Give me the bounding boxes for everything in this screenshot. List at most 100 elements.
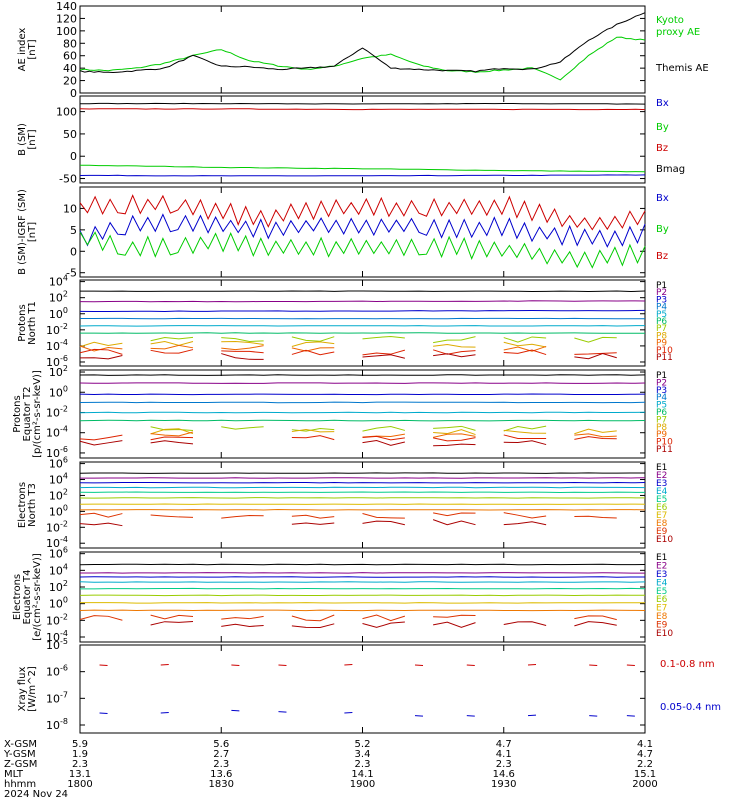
legend-entry: E3 <box>656 479 667 489</box>
series-pequator-P9 <box>150 431 617 438</box>
legend-entry: P6 <box>656 408 667 418</box>
legend-entry: E5 <box>656 587 667 597</box>
series-bsm-Bz <box>79 108 646 111</box>
y-tick-label: 10-4 <box>46 425 68 440</box>
series-segment <box>150 428 194 435</box>
series-bigrf-Bx <box>79 213 646 248</box>
ephemeris-value: 1800 <box>67 779 92 790</box>
series-line <box>79 374 646 376</box>
series-segment <box>432 519 476 526</box>
ephemeris-value: 4.7 <box>637 749 653 760</box>
series-bsm-By <box>79 164 646 173</box>
legend-entry: P4 <box>656 393 667 403</box>
y-axis-label: [nT] <box>27 39 38 59</box>
legend-entry: E9 <box>656 527 668 537</box>
legend-entry: P5 <box>656 310 667 320</box>
series-pequator-P1 <box>79 374 646 376</box>
ephemeris-value: 2.2 <box>637 759 653 770</box>
y-axis-label: Electrons <box>12 574 23 620</box>
y-tick-label: 10-2 <box>46 322 68 337</box>
legend-entry: E7 <box>656 511 667 521</box>
series-segment <box>291 435 335 441</box>
series-segment <box>291 336 335 342</box>
ephemeris-value: 2.3 <box>213 759 229 770</box>
series-bsm-Bx <box>79 174 646 177</box>
series-pnorth-P10 <box>79 348 617 356</box>
y-tick-label: 102 <box>49 290 68 305</box>
y-tick-label: 10-5 <box>46 637 68 652</box>
series-segment <box>221 515 264 519</box>
panel-frame <box>79 644 646 734</box>
y-tick-label: 106 <box>49 456 68 471</box>
ephemeris-value: 1830 <box>209 779 234 790</box>
y-axis-label: Protons <box>12 395 23 432</box>
series-xray-0-1-0-8-nm <box>99 664 635 666</box>
series-line <box>79 472 645 474</box>
series-enorth-E6 <box>79 497 646 499</box>
legend-entry: E6 <box>656 595 668 605</box>
y-axis-label: Equator T2 <box>22 387 33 442</box>
series-segment <box>291 522 335 525</box>
data-point <box>160 712 169 714</box>
series-pnorth-P3 <box>79 309 646 313</box>
series-pnorth-P9 <box>79 344 547 352</box>
series-line <box>79 609 646 612</box>
y-axis-label: [W/m^2] <box>27 666 38 712</box>
data-point <box>589 664 598 666</box>
series-pnorth-P11 <box>79 353 617 360</box>
series-segment <box>79 522 123 527</box>
series-line <box>80 602 645 604</box>
series-segment <box>574 436 617 440</box>
series-segment <box>362 349 406 356</box>
y-axis-label: [nT] <box>27 129 38 149</box>
series-line <box>79 108 646 111</box>
series-segment <box>433 512 476 517</box>
series-segment <box>433 433 476 438</box>
series-segment <box>79 341 123 348</box>
legend-entry: By <box>656 224 669 235</box>
series-line <box>80 102 646 105</box>
series-segment <box>362 336 405 340</box>
series-segment <box>79 348 123 355</box>
y-tick-label: 0 <box>70 150 77 163</box>
series-segment <box>221 340 264 346</box>
ephemeris-value: 1.9 <box>72 749 88 760</box>
series-line <box>80 332 646 334</box>
ephemeris-value: 5.9 <box>72 739 88 750</box>
y-axis-label: AE index <box>17 28 28 72</box>
series-segment <box>291 349 335 356</box>
series-segment <box>574 352 617 355</box>
series-line <box>80 587 646 590</box>
legend-entry: P3 <box>656 295 667 305</box>
y-axis-label: Xray flux <box>17 667 28 712</box>
y-tick-label: 104 <box>49 562 68 577</box>
legend-entry: P2 <box>656 288 667 298</box>
series-segment <box>150 620 194 626</box>
y-tick-label: 40 <box>63 62 77 75</box>
series-enorth-E10 <box>79 519 547 527</box>
series-pequator-P5 <box>79 411 646 414</box>
series-segment <box>291 347 335 352</box>
ephemeris-value: 15.1 <box>634 769 656 780</box>
ephemeris-value: 14.1 <box>351 769 373 780</box>
series-segment <box>433 443 476 447</box>
series-line <box>79 401 646 404</box>
series-segment <box>503 425 547 432</box>
legend-entry: Bz <box>656 143 668 154</box>
series-segment <box>150 440 194 445</box>
series-pequator-P2 <box>79 382 646 384</box>
series-segment <box>503 440 547 446</box>
legend-entry: P4 <box>656 303 667 313</box>
series-pequator-P4 <box>79 401 646 404</box>
data-point <box>278 664 287 666</box>
series-line <box>80 572 645 574</box>
y-axis-label: North T1 <box>27 301 38 345</box>
data-point <box>231 664 240 666</box>
data-point <box>626 715 635 717</box>
series-segment <box>291 614 335 622</box>
panel-xray: 10-8 10-7 10-6 10-5 Xray flux [W/m^2] 0.1-0.8 … <box>17 637 721 734</box>
y-tick-label: 102 <box>49 579 68 594</box>
data-point <box>527 714 537 717</box>
y-tick-label: 106 <box>49 546 68 561</box>
y-tick-label: 20 <box>63 75 77 88</box>
